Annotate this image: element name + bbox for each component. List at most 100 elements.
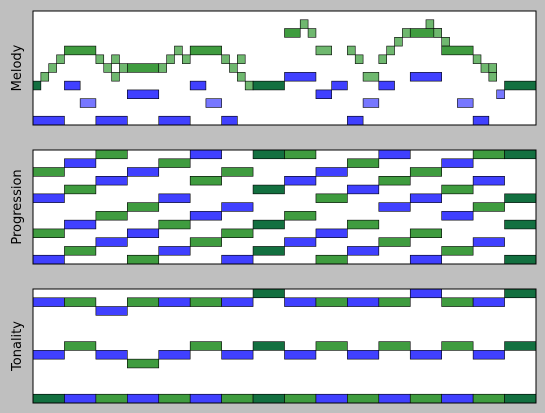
- progression-note: [189, 149, 222, 160]
- progression-note: [378, 176, 411, 186]
- progression-note: [32, 228, 65, 238]
- melody-note: [64, 45, 97, 56]
- progression-note: [472, 237, 505, 247]
- tonality-note: [158, 350, 191, 360]
- melody-note: [425, 19, 435, 29]
- tonality-note: [252, 393, 285, 404]
- progression-note: [95, 237, 128, 247]
- melody-note: [79, 98, 97, 108]
- melody-note: [480, 63, 490, 73]
- progression-note: [127, 254, 160, 265]
- tonality-note: [95, 393, 128, 404]
- tonality-note: [252, 288, 285, 299]
- progression-note: [95, 149, 128, 160]
- tonality-note: [158, 393, 191, 404]
- tonality-note: [441, 393, 474, 404]
- melody-ylabel: Melody: [10, 44, 25, 91]
- melody-note: [362, 98, 380, 108]
- progression-note: [315, 167, 348, 177]
- progression-note: [409, 193, 442, 203]
- progression-note: [221, 167, 254, 177]
- progression-note: [252, 219, 285, 230]
- melody-note: [472, 115, 490, 126]
- tonality-note: [284, 393, 317, 404]
- tonality-note: [64, 297, 97, 307]
- melody-note: [347, 45, 356, 56]
- melody-note: [189, 45, 222, 56]
- progression-note: [64, 184, 97, 195]
- melody-note: [229, 63, 238, 73]
- melody-note: [32, 115, 65, 126]
- progression-note: [504, 219, 537, 230]
- melody-note: [307, 28, 317, 38]
- tonality-note: [221, 393, 254, 404]
- progression-note: [284, 211, 317, 221]
- progression-note: [158, 158, 191, 168]
- melody-note: [441, 45, 474, 56]
- melody-note: [441, 37, 450, 47]
- melody-note: [315, 45, 332, 56]
- tonality-note: [347, 297, 380, 307]
- progression-note: [441, 211, 474, 221]
- progression-panel: Progression: [10, 149, 537, 265]
- melody-note: [103, 63, 112, 73]
- tonality-note: [409, 350, 442, 360]
- tonality-panel: Tonality: [10, 288, 537, 404]
- progression-note: [472, 149, 505, 160]
- melody-panel: Melody: [10, 10, 537, 126]
- melody-note: [182, 54, 191, 64]
- progression-note: [409, 254, 442, 265]
- melody-note: [127, 63, 160, 73]
- progression-note: [378, 149, 411, 160]
- melody-note: [488, 63, 497, 73]
- tonality-note: [315, 393, 348, 404]
- melody-note: [488, 72, 497, 82]
- tonality-note: [95, 350, 128, 360]
- progression-note: [158, 219, 191, 230]
- progression-note: [189, 211, 222, 221]
- progression-note: [472, 176, 505, 186]
- tonality-note: [127, 358, 160, 369]
- tonality-note: [32, 393, 65, 404]
- progression-note: [472, 202, 505, 212]
- melody-note: [315, 89, 332, 99]
- tonality-note: [158, 297, 191, 307]
- tonality-note: [127, 297, 160, 307]
- tonality-note: [409, 288, 442, 299]
- melody-note: [457, 98, 474, 108]
- melody-note: [221, 115, 238, 126]
- melody-note: [354, 54, 364, 64]
- melody-note: [378, 80, 395, 91]
- tonality-note: [32, 297, 65, 307]
- progression-frame: [32, 149, 537, 265]
- melody-note: [386, 45, 395, 56]
- melody-note: [56, 54, 65, 64]
- tonality-note: [315, 341, 348, 351]
- melody-note: [221, 54, 230, 64]
- tonality-note: [504, 393, 537, 404]
- progression-note: [189, 176, 222, 186]
- tonality-note: [315, 297, 348, 307]
- melody-note: [174, 45, 183, 56]
- progression-note: [221, 254, 254, 265]
- melody-note: [284, 72, 317, 82]
- melody-note: [40, 72, 50, 82]
- tonality-note: [189, 393, 222, 404]
- progression-note: [284, 237, 317, 247]
- progression-note: [441, 158, 474, 168]
- progression-note: [221, 228, 254, 238]
- progression-note: [409, 228, 442, 238]
- tonality-note: [64, 393, 97, 404]
- melody-note: [331, 80, 348, 91]
- progression-note: [347, 184, 380, 195]
- melody-note: [158, 63, 167, 73]
- progression-note: [315, 193, 348, 203]
- tonality-note: [347, 393, 380, 404]
- tonality-note: [441, 297, 474, 307]
- progression-note: [221, 202, 254, 212]
- progression-note: [315, 254, 348, 265]
- progression-note: [441, 184, 474, 195]
- progression-note: [127, 202, 160, 212]
- melody-note: [48, 63, 57, 73]
